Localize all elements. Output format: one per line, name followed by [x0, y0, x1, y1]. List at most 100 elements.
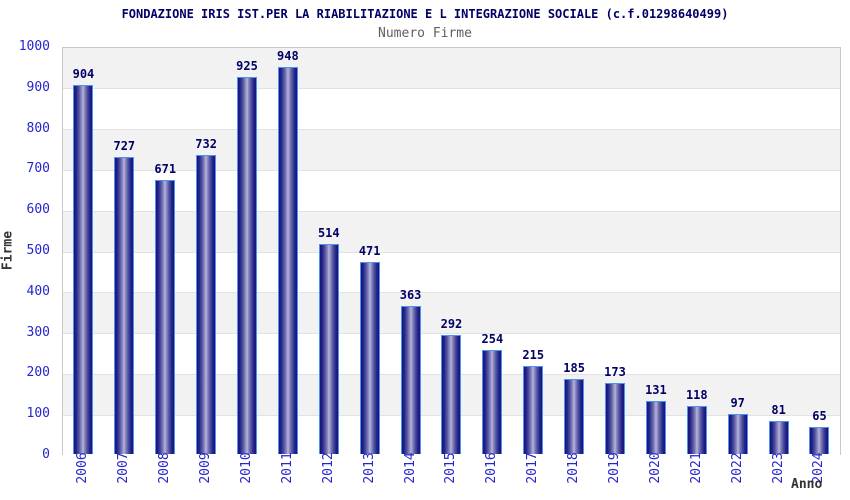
bar-slot: 514 2012 — [308, 48, 349, 483]
bar-2012 — [318, 244, 339, 454]
x-tick-label-2022: 2022 — [729, 452, 745, 484]
y-tick-label: 0 — [42, 447, 50, 462]
gridline — [63, 210, 840, 212]
chart-title: FONDAZIONE IRIS IST.PER LA RIABILITAZION… — [121, 7, 729, 21]
bar-slot: 215 2017 — [513, 48, 554, 483]
bar-slot: 254 2016 — [472, 48, 513, 483]
bar-slot: 471 2013 — [349, 48, 390, 484]
x-tick-label-2012: 2012 — [320, 452, 336, 484]
bar-series: 904 2006 727 2007 671 2008 732 2009 925 2010 948 20… — [63, 48, 840, 484]
y-tick-label: 300 — [26, 324, 50, 340]
x-tick-label-2014: 2014 — [402, 452, 418, 484]
y-tick-label: 200 — [26, 365, 50, 381]
y-tick-label: 600 — [26, 202, 50, 218]
gridline — [63, 251, 840, 253]
bar-2014 — [400, 305, 421, 454]
bar-slot: 925 2010 — [227, 48, 268, 484]
x-tick-label-2021: 2021 — [688, 452, 704, 484]
chart-subtitle: Numero Firme — [378, 26, 472, 41]
x-tick-label-2019: 2019 — [607, 452, 623, 484]
bar-2013 — [359, 261, 380, 454]
bar-2018 — [564, 378, 585, 454]
y-tick-label: 500 — [26, 243, 50, 258]
value-label-2011: 948 — [277, 49, 299, 64]
gridline — [63, 292, 840, 294]
value-label-2019: 173 — [604, 365, 626, 380]
plot-band — [63, 129, 840, 171]
bar-2011 — [277, 67, 298, 454]
plot-band — [63, 292, 840, 334]
x-tick-label-2010: 2010 — [239, 452, 254, 484]
bar-slot: 97 2022 — [717, 48, 758, 484]
value-label-2006: 904 — [72, 67, 95, 82]
value-label-2009: 732 — [195, 137, 217, 152]
x-tick-label-2018: 2018 — [566, 452, 582, 484]
bar-slot: 904 2006 — [63, 48, 104, 483]
gridline — [63, 333, 840, 335]
plot-band — [63, 252, 840, 293]
x-tick-label-2017: 2017 — [525, 452, 541, 484]
value-label-2018: 185 — [563, 360, 585, 375]
bar-slot: 81 2023 — [758, 48, 799, 484]
bar-slot: 173 2019 — [595, 48, 636, 483]
value-label-2012: 514 — [317, 226, 340, 241]
bar-slot: 292 2015 — [431, 48, 472, 484]
bar-slot: 185 2018 — [554, 48, 595, 484]
value-label-2007: 727 — [113, 139, 136, 154]
y-tick-label: 1000 — [18, 39, 50, 54]
value-label-2021: 118 — [685, 387, 708, 402]
x-tick-label-2023: 2023 — [770, 452, 786, 484]
bar-slot: 948 2011 — [267, 48, 308, 483]
gridline — [63, 88, 840, 90]
bar-2017 — [523, 366, 544, 454]
x-tick-label-2009: 2009 — [198, 452, 214, 484]
y-axis-label: Firme — [0, 230, 16, 271]
bar-2023 — [768, 420, 789, 454]
plot-area: 904 2006 727 2007 671 2008 732 2009 925 2010 948 20… — [62, 47, 841, 484]
x-tick-label-2006: 2006 — [75, 452, 91, 484]
bar-slot: 363 2014 — [390, 48, 431, 484]
bar-2022 — [727, 414, 748, 454]
plot-band — [63, 88, 840, 130]
value-label-2017: 215 — [522, 348, 545, 363]
bar-2024 — [809, 427, 830, 454]
bar-2021 — [686, 405, 707, 454]
bar-slot: 732 2009 — [186, 48, 227, 483]
bar-2019 — [605, 383, 626, 454]
value-label-2020: 131 — [645, 382, 667, 397]
x-tick-label-2016: 2016 — [484, 452, 500, 484]
bar-slot: 65 2024 — [799, 48, 840, 484]
y-tick-label: 900 — [26, 79, 50, 95]
gridline — [63, 129, 840, 131]
value-label-2010: 925 — [236, 58, 258, 73]
plot-band — [63, 48, 840, 89]
bar-slot: 118 2021 — [676, 48, 717, 484]
bar-2009 — [196, 155, 217, 454]
value-label-2024: 65 — [812, 409, 827, 424]
x-tick-label-2015: 2015 — [443, 452, 459, 484]
y-tick-label: 400 — [26, 283, 50, 299]
value-label-2015: 292 — [440, 316, 463, 331]
bar-slot: 727 2007 — [104, 48, 145, 483]
value-label-2023: 81 — [771, 402, 786, 417]
value-label-2008: 671 — [154, 162, 177, 177]
y-tick-label: 800 — [26, 120, 50, 136]
bar-2015 — [441, 334, 462, 454]
value-label-2013: 471 — [358, 243, 381, 258]
gridline — [63, 169, 840, 171]
value-label-2022: 97 — [730, 396, 745, 411]
bar-2020 — [645, 400, 666, 454]
plot-band — [63, 211, 840, 252]
y-tick-label: 100 — [26, 406, 50, 422]
bar-2006 — [73, 85, 94, 454]
x-tick-label-2011: 2011 — [279, 452, 295, 484]
value-label-2016: 254 — [481, 332, 504, 347]
bar-2016 — [482, 350, 503, 454]
bar-2007 — [114, 157, 135, 454]
bar-2010 — [237, 76, 257, 454]
x-tick-label-2013: 2013 — [361, 452, 377, 484]
value-label-2014: 363 — [399, 287, 422, 302]
x-tick-label-2007: 2007 — [116, 452, 132, 484]
x-tick-label-2008: 2008 — [157, 452, 173, 484]
